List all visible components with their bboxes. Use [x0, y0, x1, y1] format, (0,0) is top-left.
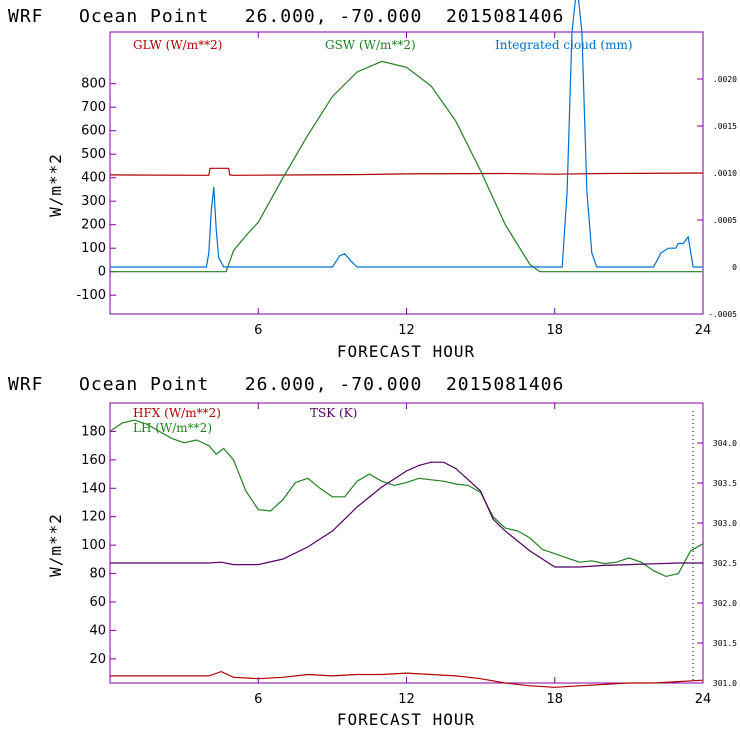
y-tick-label: 120: [81, 510, 106, 525]
series-line-gsw: [110, 60, 703, 273]
chart-title: WRF Ocean Point 26.000, -70.000 20150814…: [8, 374, 564, 395]
y-tick-label: 20: [89, 652, 106, 667]
series-line-tsk: [110, 461, 703, 568]
y2-tick-label: .0020: [713, 75, 737, 84]
y2-tick-label: 303.5: [713, 479, 737, 488]
chart-fluxes: WRF Ocean Point 26.000, -70.000 20150814…: [8, 374, 737, 729]
x-tick-label: 24: [695, 323, 712, 338]
y-tick-label: 300: [81, 194, 106, 209]
y2-tick-label: 301.0: [713, 679, 737, 688]
y-axis-label: W/m**2: [46, 513, 65, 577]
series-line-hfx: [110, 670, 704, 688]
legend-lh: LH (W/m**2): [133, 421, 212, 435]
y2-tick-label: .0015: [713, 122, 737, 131]
chart-radiation: WRF Ocean Point 26.000, -70.000 20150814…: [8, 0, 737, 361]
x-tick-label: 12: [398, 692, 415, 707]
y-tick-label: -100: [76, 288, 106, 303]
series-line-lh: [109, 419, 704, 578]
y-tick-label: 140: [81, 481, 106, 496]
legend-tsk: TSK (K): [310, 406, 357, 420]
y-tick-label: 60: [89, 595, 106, 610]
y2-tick-label: 302.5: [713, 559, 737, 568]
x-tick-label: 6: [254, 323, 262, 338]
y-tick-label: 160: [81, 453, 106, 468]
y2-tick-label: 303.0: [713, 519, 737, 528]
y2-tick-label: 0: [732, 263, 737, 272]
y2-tick-label: 304.0: [713, 439, 737, 448]
y-tick-label: 100: [81, 241, 106, 256]
x-axis-label: FORECAST HOUR: [337, 710, 475, 729]
y2-tick-label: -.0005: [708, 310, 737, 319]
y-axis-label: W/m**2: [46, 153, 65, 217]
y2-tick-label: .0005: [713, 216, 737, 225]
y-tick-label: 600: [81, 124, 106, 139]
y-tick-label: 80: [89, 567, 106, 582]
y-tick-label: 0: [98, 265, 106, 280]
x-tick-label: 18: [546, 323, 563, 338]
y2-tick-label: 302.0: [713, 599, 737, 608]
y-tick-label: 800: [81, 77, 106, 92]
x-tick-label: 6: [254, 692, 262, 707]
y2-tick-label: .0010: [713, 169, 737, 178]
legend-glw: GLW (W/m**2): [133, 38, 222, 52]
y-tick-label: 700: [81, 100, 106, 115]
x-axis-label: FORECAST HOUR: [337, 342, 475, 361]
y-tick-label: 100: [81, 538, 106, 553]
y2-tick-label: 301.5: [713, 639, 737, 648]
legend-gsw: GSW (W/m**2): [325, 38, 416, 52]
legend-cloud: Integrated cloud (mm): [495, 38, 633, 52]
y-tick-label: 400: [81, 171, 106, 186]
plot-frame: [109, 402, 704, 684]
series-line-integrated: [110, 0, 703, 268]
x-tick-label: 18: [546, 692, 563, 707]
y-tick-label: 40: [89, 623, 106, 638]
legend-hfx: HFX (W/m**2): [133, 406, 221, 420]
y-tick-label: 500: [81, 147, 106, 162]
x-tick-label: 12: [398, 323, 415, 338]
y-tick-label: 200: [81, 218, 106, 233]
y-tick-label: 180: [81, 424, 106, 439]
x-tick-label: 24: [695, 692, 712, 707]
series-line-glw: [109, 167, 704, 176]
chart-title: WRF Ocean Point 26.000, -70.000 20150814…: [8, 6, 564, 27]
